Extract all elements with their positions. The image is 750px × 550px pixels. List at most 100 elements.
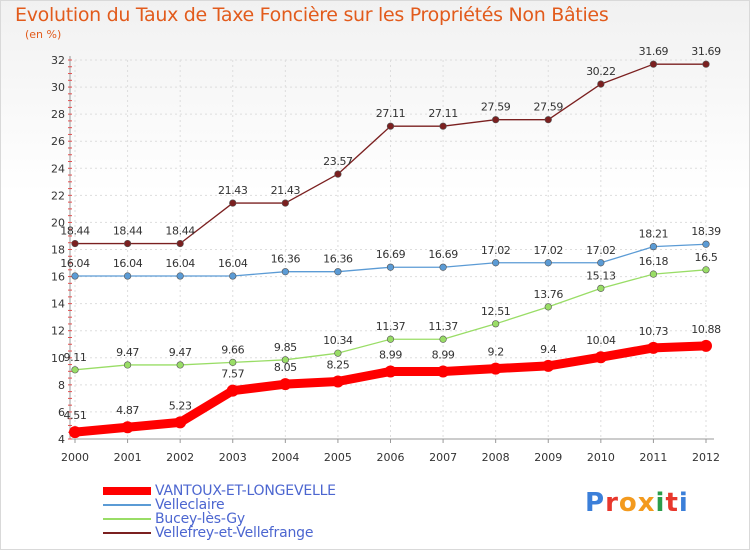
x-tick-label: 2004 <box>271 451 299 464</box>
data-label: 16.04 <box>165 257 195 270</box>
data-label: 16.36 <box>323 253 353 266</box>
y-tick-label: 20 <box>51 216 65 229</box>
data-label: 4.87 <box>116 404 139 417</box>
y-unit-label: (en %) <box>25 28 62 41</box>
logo-letter: i <box>655 488 666 518</box>
data-point <box>439 263 447 271</box>
data-label: 16.04 <box>60 257 90 270</box>
data-point <box>229 358 237 366</box>
y-tick-label: 26 <box>51 135 65 148</box>
data-point <box>597 284 605 292</box>
data-point <box>123 272 132 280</box>
data-point <box>176 361 184 369</box>
data-label: 16.69 <box>428 248 458 261</box>
data-label: 31.69 <box>691 45 721 58</box>
data-point <box>69 426 81 439</box>
data-point <box>647 341 660 354</box>
legend-swatch <box>103 518 151 520</box>
x-tick-label: 2007 <box>429 451 457 464</box>
data-label: 27.11 <box>376 107 406 120</box>
x-tick-label: 2002 <box>166 451 194 464</box>
data-point <box>71 272 79 280</box>
logo-letter: i <box>678 488 689 518</box>
data-point <box>334 268 342 276</box>
logo-letter: r <box>605 488 619 518</box>
data-point <box>597 80 605 88</box>
data-label: 31.69 <box>639 45 669 58</box>
legend-swatch <box>103 532 151 534</box>
data-label: 18.21 <box>639 228 669 241</box>
data-point <box>544 116 552 124</box>
legend-label: Bucey-lès-Gy <box>155 511 245 527</box>
axes: 4 6 8 10 12 14 16 18 20 22 24 26 28 30 32 2000 2001 2002 2… <box>51 54 720 464</box>
data-point <box>492 259 500 267</box>
data-label: 16.69 <box>376 248 406 261</box>
data-point <box>649 60 658 68</box>
data-point <box>176 239 184 248</box>
y-tick-label: 28 <box>51 108 65 121</box>
data-label: 18.44 <box>113 225 143 238</box>
data-point <box>121 421 134 434</box>
data-point <box>334 170 342 178</box>
data-point <box>597 259 605 267</box>
data-label: 10.88 <box>691 323 721 336</box>
data-point <box>384 365 397 378</box>
series-lines <box>69 60 712 439</box>
x-tick-label: 2000 <box>61 451 89 464</box>
data-label: 10.73 <box>639 325 669 338</box>
data-label: 9.4 <box>540 343 557 356</box>
data-point <box>123 361 132 369</box>
data-point <box>386 263 395 271</box>
data-label: 23.57 <box>323 155 353 168</box>
y-tick-label: 32 <box>51 54 65 67</box>
data-point <box>176 272 184 280</box>
data-label: 27.11 <box>428 107 458 120</box>
data-label: 18.39 <box>691 225 721 238</box>
data-point <box>544 259 552 267</box>
data-labels: 16.04 16.04 16.04 16.04 16.36 16.36 16.69 16.69… <box>60 45 721 422</box>
data-point <box>542 359 555 372</box>
data-point <box>281 268 289 276</box>
data-label: 17.02 <box>534 244 564 257</box>
data-label: 15.13 <box>586 269 616 282</box>
logo-letter: o <box>618 488 638 518</box>
data-point <box>71 239 79 248</box>
x-tick-label: 2008 <box>482 451 510 464</box>
data-label: 18.44 <box>165 225 195 238</box>
data-label: 17.02 <box>586 244 616 257</box>
data-point <box>386 335 395 343</box>
legend-label: Vellefrey-et-Vellefrange <box>155 525 314 541</box>
data-label: 4.51 <box>64 409 87 422</box>
y-tick-label: 8 <box>58 379 65 392</box>
data-point <box>123 239 132 248</box>
data-point <box>544 303 552 311</box>
data-point <box>334 349 342 357</box>
data-point <box>226 384 239 397</box>
data-point <box>279 378 292 391</box>
y-tick-label: 6 <box>58 406 65 419</box>
data-point <box>229 199 237 207</box>
data-label: 8.99 <box>379 348 402 361</box>
data-label: 8.99 <box>432 348 455 361</box>
data-point <box>386 122 395 130</box>
data-label: 11.37 <box>376 320 406 333</box>
data-point <box>492 116 500 124</box>
legend-swatch <box>103 504 151 506</box>
x-tick-label: 2003 <box>219 451 247 464</box>
data-label: 18.44 <box>60 225 90 238</box>
data-point <box>702 240 710 248</box>
data-label: 9.66 <box>221 343 244 356</box>
data-label: 30.22 <box>586 65 616 78</box>
x-tick-label: 2001 <box>114 451 142 464</box>
data-label: 13.76 <box>534 288 564 301</box>
data-label: 8.25 <box>326 358 349 371</box>
data-label: 9.47 <box>169 346 192 359</box>
data-label: 9.85 <box>274 341 297 354</box>
x-tick-label: 2011 <box>639 451 667 464</box>
data-point <box>702 60 710 68</box>
data-label: 16.18 <box>639 255 669 268</box>
data-point <box>174 416 187 429</box>
x-tick-label: 2009 <box>534 451 562 464</box>
data-label: 16.36 <box>271 253 301 266</box>
